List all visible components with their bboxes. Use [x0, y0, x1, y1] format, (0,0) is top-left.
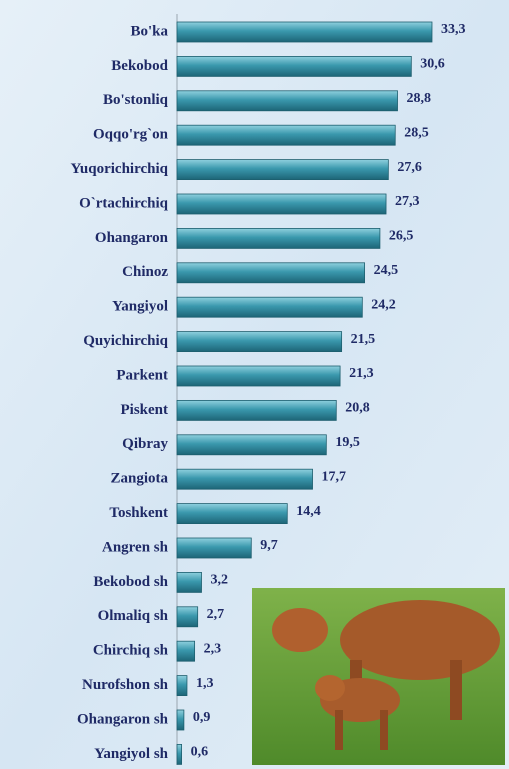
value-label: 17,7	[322, 469, 347, 484]
value-label: 1,3	[196, 676, 214, 691]
bar	[176, 399, 337, 421]
category-label: Yangiyol	[112, 299, 168, 315]
category-label: Ohangaron sh	[77, 711, 169, 727]
bar	[176, 90, 398, 112]
category-label: Piskent	[120, 402, 168, 418]
bar	[176, 56, 412, 77]
category-label: Yangiyol sh	[94, 746, 168, 762]
bar	[176, 262, 366, 284]
category-label: Zangiota	[110, 471, 168, 487]
bar	[176, 572, 202, 593]
bar	[176, 124, 396, 146]
category-label: Nurofshon sh	[82, 677, 169, 693]
value-label: 2,7	[207, 607, 225, 622]
cow-photo	[252, 588, 505, 765]
category-label: Bo'stonliq	[103, 92, 169, 108]
value-label: 20,8	[345, 401, 370, 416]
category-label: Bo'ka	[130, 23, 168, 39]
value-label: 28,8	[407, 91, 432, 106]
bar	[176, 331, 343, 353]
value-label: 9,7	[260, 538, 278, 553]
category-label: Bekobod	[111, 58, 168, 74]
category-label: Olmaliq sh	[98, 608, 169, 624]
category-label: Ohangaron	[95, 230, 169, 246]
category-label: O`rtachirchiq	[79, 195, 169, 211]
category-label: Parkent	[116, 367, 168, 383]
bar	[176, 227, 381, 249]
bar	[176, 709, 185, 731]
bar	[176, 537, 252, 559]
category-label: Qibray	[122, 436, 168, 452]
bar	[176, 296, 363, 318]
category-label: Oqqo'rg`on	[93, 127, 169, 143]
bar	[176, 675, 188, 696]
bar	[176, 21, 433, 43]
value-label: 33,3	[441, 22, 466, 37]
value-label: 0,6	[191, 745, 209, 760]
value-label: 3,2	[211, 573, 229, 588]
bar	[176, 365, 341, 387]
category-label: Chirchiq sh	[93, 643, 169, 659]
bar	[176, 159, 389, 181]
value-label: 0,9	[193, 710, 211, 725]
category-label: Quyichirchiq	[83, 333, 168, 349]
bar	[176, 193, 387, 215]
value-label: 26,5	[389, 229, 414, 244]
value-label: 24,5	[374, 263, 399, 278]
value-label: 30,6	[420, 57, 445, 72]
value-label: 21,5	[351, 332, 376, 347]
bar	[176, 640, 196, 662]
category-label: Bekobod sh	[93, 574, 168, 590]
value-label: 24,2	[371, 297, 396, 312]
value-label: 27,6	[397, 160, 422, 175]
bar	[176, 468, 313, 490]
value-label: 28,5	[404, 125, 429, 140]
value-label: 19,5	[335, 435, 360, 450]
value-label: 14,4	[296, 504, 321, 519]
category-label: Chinoz	[122, 264, 168, 280]
bar	[176, 503, 288, 525]
bar	[176, 744, 182, 765]
category-label: Angren sh	[102, 539, 169, 555]
value-label: 21,3	[349, 366, 374, 381]
category-label: Yuqorichirchiq	[70, 161, 168, 177]
category-label: Toshkent	[109, 505, 168, 521]
value-label: 2,3	[204, 641, 222, 656]
value-label: 27,3	[395, 194, 420, 209]
bar	[176, 434, 327, 456]
bar	[176, 606, 199, 628]
